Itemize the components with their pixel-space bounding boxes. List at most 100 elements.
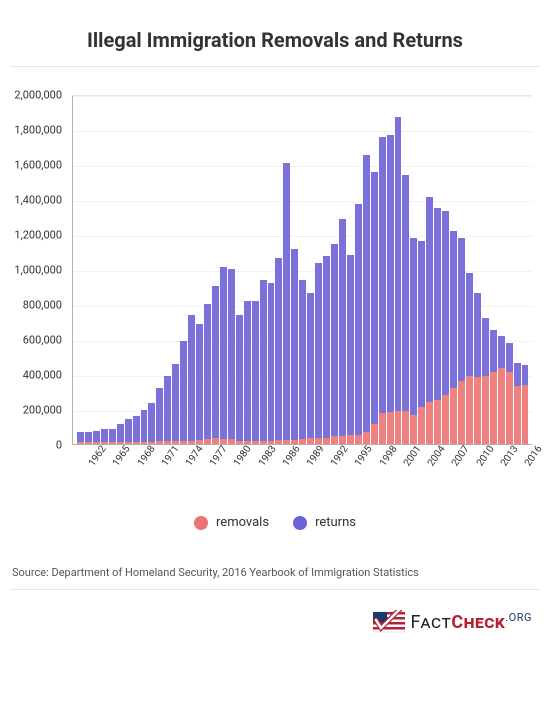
bar-segment-returns [125,419,132,442]
x-tick-label: 1962 [87,444,109,469]
bar-column [315,96,322,444]
x-tick-label: 2001 [402,444,424,469]
bar-segment-returns [212,286,219,438]
bar-segment-returns [156,388,163,441]
bar-segment-returns [434,208,441,401]
logo-org: .ORG [505,611,532,624]
bar-segment-removals [450,388,457,444]
bar-segment-removals [387,412,394,444]
bar-segment-removals [522,385,529,445]
legend-label: removals [216,515,269,530]
bar-column [148,96,155,444]
flag-check-icon [373,610,405,634]
y-axis-labels: 0200,000400,000600,000800,0001,000,0001,… [10,95,68,445]
bar-segment-removals [109,442,116,444]
y-tick-label: 400,000 [23,369,62,382]
bar-column [275,96,282,444]
bar-column [466,96,473,444]
bar-segment-removals [164,441,171,444]
bar-segment-removals [402,411,409,444]
bar-segment-returns [323,256,330,438]
x-tick-label: 1977 [208,444,230,469]
bar-column [172,96,179,444]
bar-segment-removals [212,438,219,444]
bar-segment-removals [228,439,235,444]
bar-column [522,96,529,444]
bar-segment-returns [418,241,425,407]
bar-segment-removals [371,424,378,444]
bar-segment-removals [204,439,211,444]
logo-row: FactCheck.ORG [10,590,540,634]
bar-segment-returns [363,155,370,432]
bar-segment-removals [252,441,259,444]
bar-column [283,96,290,444]
x-tick-label: 1980 [232,444,254,469]
bar-segment-removals [236,441,243,445]
bar-column [371,96,378,444]
bar-column [355,96,362,444]
bar-segment-returns [236,315,243,441]
bar-column [268,96,275,444]
bar-segment-removals [490,372,497,444]
x-tick-label: 1992 [329,444,351,469]
bar-column [442,96,449,444]
bar-column [331,96,338,444]
bar-segment-returns [275,258,282,440]
bar-column [101,96,108,444]
bar-segment-removals [77,442,84,444]
bar-column [236,96,243,444]
bar-segment-removals [331,436,338,444]
bar-column [93,96,100,444]
bar-segment-returns [228,269,235,439]
x-tick-label: 2013 [499,444,521,469]
bar-segment-removals [410,415,417,444]
bar-segment-returns [355,204,362,435]
bar-segment-returns [339,219,346,436]
bar-column [474,96,481,444]
bar-segment-removals [434,400,441,444]
bar-column [117,96,124,444]
x-tick-label: 1989 [305,444,327,469]
bar-segment-removals [156,441,163,444]
bar-column [307,96,314,444]
bar-segment-returns [291,249,298,440]
bar-segment-returns [402,175,409,411]
logo-text: FactCheck.ORG [411,611,533,633]
x-axis-labels: 1962196519681971197419771980198319861989… [72,449,532,497]
x-tick-label: 1965 [111,444,133,469]
x-tick-label: 2004 [426,444,448,469]
bar-segment-returns [188,315,195,441]
bar-segment-removals [101,442,108,444]
bar-column [133,96,140,444]
bar-segment-returns [77,432,84,443]
bar-segment-removals [180,441,187,444]
logo-check: Check [451,612,505,633]
bar-segment-removals [418,407,425,444]
bar-column [387,96,394,444]
bar-segment-returns [180,341,187,441]
bar-segment-returns [196,324,203,440]
bar-column [426,96,433,444]
bar-segment-returns [109,429,116,442]
bar-column [220,96,227,444]
y-tick-label: 1,600,000 [14,159,62,172]
bar-column [514,96,521,444]
bar-column [434,96,441,444]
bar-segment-returns [450,231,457,389]
bar-column [490,96,497,444]
bar-segment-removals [395,411,402,444]
bar-segment-returns [458,238,465,382]
bar-segment-removals [260,441,267,445]
bar-column [363,96,370,444]
bar-segment-removals [315,438,322,444]
bar-segment-returns [506,343,513,373]
chart-card: Illegal Immigration Removals and Returns… [10,10,540,698]
bar-segment-returns [85,432,92,443]
chart-area: 0200,000400,000600,000800,0001,000,0001,… [10,67,540,497]
bar-column [180,96,187,444]
bar-column [260,96,267,444]
y-tick-label: 1,200,000 [14,229,62,242]
bar-column [196,96,203,444]
bar-column [244,96,251,444]
bar-segment-returns [260,280,267,441]
